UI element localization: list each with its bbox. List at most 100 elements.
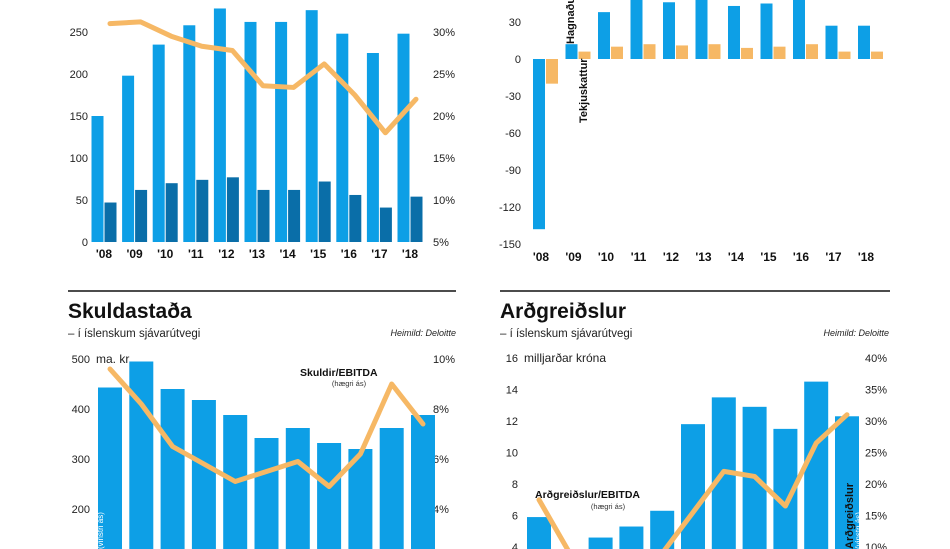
- left-tick-label: -30: [505, 91, 521, 103]
- category-label: '11: [188, 247, 204, 261]
- bar: [129, 361, 154, 549]
- bar: [254, 438, 279, 549]
- bar: [773, 46, 786, 59]
- bar: [191, 400, 216, 549]
- bar: [708, 44, 721, 59]
- bar: [165, 183, 178, 242]
- bar-inner-label: (vinstri ás): [854, 512, 863, 549]
- bar: [397, 33, 410, 243]
- bar: [317, 443, 342, 549]
- category-label: '13: [249, 247, 266, 261]
- bar: [663, 2, 675, 60]
- category-label: '12: [218, 247, 235, 261]
- bar: [213, 8, 226, 243]
- category-label: '16: [341, 247, 358, 261]
- left-tick-label: -60: [505, 128, 521, 140]
- category-label: '09: [565, 250, 582, 264]
- bar: [546, 59, 558, 84]
- left-tick-label: 300: [72, 454, 90, 466]
- bar: [275, 21, 288, 243]
- left-tick-label: 200: [70, 69, 88, 81]
- category-label: '15: [760, 250, 777, 264]
- right-tick-label: 40%: [865, 353, 887, 365]
- bar: [565, 44, 578, 59]
- bar: [835, 416, 859, 549]
- bottom-left-source: Heimild: Deloitte: [390, 328, 456, 338]
- left-tick-label: 150: [70, 111, 88, 123]
- bar: [630, 0, 643, 60]
- right-tick-label: 4%: [433, 504, 449, 516]
- bar: [349, 194, 362, 242]
- line-series-label: Skuldir/EBITDA: [300, 367, 378, 379]
- unit-label: milljarðar króna: [524, 351, 606, 365]
- line-series: [107, 366, 426, 489]
- right-tick-label: 20%: [433, 111, 455, 123]
- left-tick-label: 0: [515, 54, 521, 66]
- category-label: '10: [598, 250, 615, 264]
- bar: [152, 44, 165, 242]
- bar: [244, 21, 257, 243]
- category-label: '17: [825, 250, 842, 264]
- bottom-left-subtitle: – í íslenskum sjávarútvegi: [68, 328, 200, 340]
- left-tick-label: 16: [506, 353, 518, 365]
- bar: [741, 47, 753, 59]
- line-series: [107, 19, 419, 136]
- left-tick-label: 250: [70, 27, 88, 39]
- bar: [91, 116, 104, 242]
- right-tick-label: 25%: [865, 448, 887, 460]
- right-tick-label: 10%: [433, 354, 455, 366]
- bar: [196, 179, 209, 242]
- bar: [598, 12, 610, 60]
- line-series-label: Arðgreiðslur/EBITDA: [535, 489, 640, 501]
- bar: [104, 202, 117, 242]
- partial-series-label: Arðgreiðslur: [844, 482, 856, 549]
- left-tick-label: 14: [506, 385, 518, 397]
- right-tick-label: 30%: [865, 416, 887, 428]
- category-label: '08: [533, 250, 550, 264]
- right-tick-label: 20%: [865, 479, 887, 491]
- bar: [695, 0, 708, 60]
- left-tick-label: 10: [506, 448, 518, 460]
- category-label: '17: [371, 247, 388, 261]
- bar: [804, 381, 829, 549]
- category-label: '18: [402, 247, 419, 261]
- right-tick-label: 15%: [433, 153, 455, 165]
- bar: [410, 196, 423, 242]
- category-label: '13: [695, 250, 712, 264]
- line-series-axis-note: (hægri ás): [591, 502, 626, 511]
- right-tick-label: 30%: [433, 27, 455, 39]
- bottom-right-subtitle: – í íslenskum sjávarútvegi: [500, 328, 632, 340]
- bar: [838, 51, 851, 59]
- left-tick-label: 8: [512, 479, 518, 491]
- bottom-left-chart: Skuldastaða – í íslenskum sjávarútvegi H…: [68, 290, 456, 549]
- bar: [226, 177, 239, 242]
- left-tick-label: 4: [512, 542, 518, 549]
- line-series-axis-note: (hægri ás): [332, 379, 367, 388]
- category-label: '18: [858, 250, 875, 264]
- left-tick-label: 30: [509, 17, 521, 29]
- bar: [676, 45, 688, 59]
- right-tick-label: 10%: [865, 542, 887, 549]
- bar: [183, 25, 196, 243]
- bar: [643, 44, 656, 59]
- bar: [257, 189, 270, 242]
- right-tick-label: 15%: [865, 511, 887, 523]
- bar: [578, 51, 591, 59]
- top-right-chart: -150 -120 -90 -60 -30 0 30 '08 '09 '10 '11 '12 '13 '1…: [499, 0, 883, 264]
- bar: [135, 189, 148, 242]
- bar: [379, 428, 404, 549]
- left-tick-label: 400: [72, 404, 90, 416]
- bar: [681, 424, 705, 549]
- left-tick-label: 6: [512, 511, 518, 523]
- left-tick-label: 200: [72, 504, 90, 516]
- bar: [858, 25, 870, 59]
- bottom-right-chart: Arðgreiðslur – í íslenskum sjávarútvegi …: [500, 290, 890, 549]
- category-label: '08: [96, 247, 113, 261]
- bar: [318, 181, 331, 242]
- right-tick-label: 25%: [433, 69, 455, 81]
- line-series: [536, 412, 850, 549]
- bar: [806, 44, 818, 59]
- bar: [825, 25, 838, 59]
- left-tick-label: -90: [505, 165, 521, 177]
